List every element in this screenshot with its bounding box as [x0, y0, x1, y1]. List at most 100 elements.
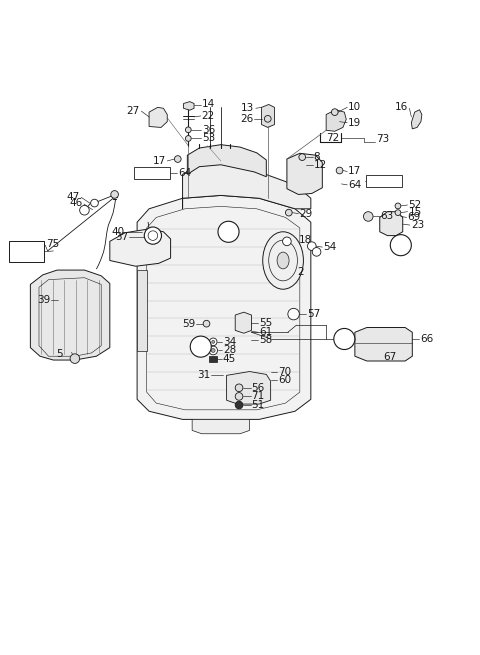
Text: 55: 55 [259, 318, 272, 328]
Circle shape [312, 248, 321, 256]
Text: 29: 29 [300, 208, 312, 219]
Text: 61: 61 [259, 328, 272, 337]
Circle shape [390, 234, 411, 255]
Circle shape [185, 127, 191, 133]
Circle shape [235, 384, 243, 392]
Text: 26: 26 [240, 114, 253, 124]
Circle shape [235, 392, 243, 400]
Circle shape [70, 354, 80, 364]
Text: 40: 40 [111, 227, 124, 236]
Text: 18: 18 [299, 235, 312, 246]
Text: 60: 60 [278, 375, 291, 385]
Text: 14: 14 [202, 100, 215, 109]
Text: 31: 31 [197, 370, 210, 381]
Polygon shape [287, 153, 323, 195]
Polygon shape [411, 110, 422, 129]
Circle shape [91, 199, 98, 207]
Circle shape [211, 348, 215, 352]
Text: 73: 73 [376, 134, 389, 144]
Circle shape [308, 242, 316, 250]
Ellipse shape [263, 232, 303, 290]
Text: 23: 23 [411, 220, 424, 230]
Text: 64: 64 [348, 180, 361, 190]
Text: 72: 72 [326, 133, 339, 143]
Text: 74: 74 [20, 247, 33, 257]
Circle shape [336, 167, 343, 174]
Text: 59: 59 [182, 319, 195, 329]
Polygon shape [137, 195, 311, 419]
Text: 71: 71 [252, 392, 265, 402]
Circle shape [80, 206, 89, 215]
Polygon shape [326, 110, 346, 131]
Bar [209, 356, 217, 362]
Circle shape [209, 346, 217, 355]
Circle shape [209, 338, 217, 346]
Circle shape [190, 336, 211, 357]
Circle shape [395, 210, 401, 215]
Text: 20: 20 [136, 169, 147, 178]
Polygon shape [187, 145, 266, 177]
Circle shape [235, 402, 243, 409]
Circle shape [174, 156, 181, 162]
Text: 45: 45 [223, 354, 236, 364]
Text: 10: 10 [348, 102, 361, 113]
Text: 28: 28 [223, 345, 236, 356]
Text: 13: 13 [241, 103, 254, 113]
Polygon shape [235, 312, 252, 333]
Text: 47: 47 [67, 193, 80, 202]
Text: 69: 69 [408, 212, 421, 223]
Text: 8: 8 [314, 152, 320, 162]
Text: 27: 27 [126, 106, 140, 116]
Bar [134, 167, 169, 179]
Circle shape [395, 203, 401, 209]
Text: 12: 12 [314, 160, 327, 170]
Text: 46: 46 [70, 198, 83, 208]
Text: 52: 52 [408, 200, 422, 210]
Text: 34: 34 [223, 337, 236, 347]
Circle shape [331, 109, 338, 115]
Text: 17: 17 [348, 166, 361, 176]
Text: 75: 75 [46, 239, 60, 249]
Text: 56: 56 [252, 383, 265, 393]
Ellipse shape [277, 252, 289, 269]
Text: B: B [225, 227, 232, 236]
Text: A: A [341, 334, 348, 344]
Circle shape [283, 237, 291, 246]
Text: 54: 54 [323, 242, 336, 252]
Bar [366, 176, 402, 187]
Text: 58: 58 [259, 335, 272, 345]
Circle shape [218, 221, 239, 242]
Text: 15: 15 [408, 207, 422, 217]
Polygon shape [192, 419, 250, 434]
Polygon shape [182, 162, 311, 209]
Circle shape [286, 210, 292, 216]
Polygon shape [149, 107, 167, 128]
Circle shape [212, 341, 215, 343]
Text: 57: 57 [307, 309, 320, 319]
Polygon shape [227, 371, 271, 404]
Text: 5: 5 [56, 349, 63, 359]
Text: 39: 39 [37, 295, 50, 305]
Text: A: A [197, 342, 204, 352]
Circle shape [185, 136, 191, 141]
Text: B: B [397, 240, 405, 250]
Text: 19: 19 [348, 118, 361, 128]
Text: 36: 36 [202, 125, 215, 135]
Polygon shape [183, 102, 194, 110]
Text: 21: 21 [368, 177, 380, 185]
Circle shape [299, 154, 306, 160]
Bar [9, 241, 44, 263]
Polygon shape [262, 104, 275, 128]
Circle shape [144, 227, 161, 244]
Circle shape [288, 309, 300, 320]
Circle shape [334, 328, 355, 350]
Circle shape [111, 191, 119, 198]
Polygon shape [355, 328, 412, 361]
Polygon shape [380, 212, 403, 236]
Text: 51: 51 [252, 400, 265, 410]
Text: 2: 2 [298, 267, 304, 278]
Text: 17: 17 [153, 156, 166, 166]
Text: 16: 16 [395, 102, 408, 113]
Circle shape [363, 212, 373, 221]
Text: 22: 22 [202, 111, 215, 121]
